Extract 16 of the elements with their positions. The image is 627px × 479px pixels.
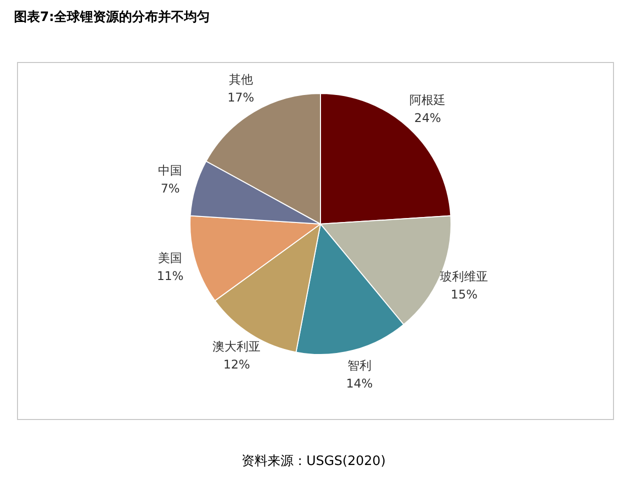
- slice-label: 其他: [228, 72, 253, 86]
- slice-label: 美国: [158, 250, 182, 265]
- data-label: 7%: [160, 181, 180, 196]
- data-label: 12%: [223, 357, 250, 372]
- data-label: 17%: [228, 90, 254, 104]
- data-label: 14%: [346, 376, 373, 391]
- data-label: 11%: [156, 268, 184, 283]
- data-label: 15%: [450, 287, 478, 302]
- slice-label: 中国: [158, 163, 182, 178]
- slice-label: 玻利维亚: [440, 269, 488, 284]
- chart-title: 图表7:全球锂资源的分布并不均匀: [14, 8, 210, 26]
- slice-label: 澳大利亚: [212, 339, 261, 354]
- slice-label: 阿根廷: [410, 93, 446, 108]
- text: 资料来源：USGS(2020): [240, 453, 387, 470]
- data-label: 24%: [414, 111, 441, 126]
- slice-label: 智利: [347, 358, 372, 373]
